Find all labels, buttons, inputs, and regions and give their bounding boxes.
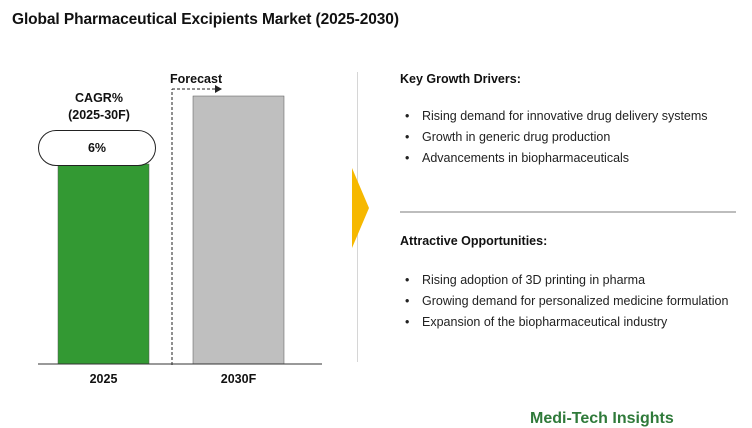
cagr-label: CAGR% (2025-30F) [50, 90, 148, 124]
driver-item: Advancements in biopharmaceuticals [400, 148, 740, 169]
cagr-label-line1: CAGR% [75, 91, 123, 105]
forecast-label: Forecast [170, 72, 223, 86]
cagr-value: 6% [87, 141, 107, 155]
driver-item: Growth in generic drug production [400, 127, 740, 148]
cagr-label-line2: (2025-30F) [68, 108, 130, 122]
chevron-right-icon [352, 168, 369, 248]
driver-item: Rising demand for innovative drug delive… [400, 106, 740, 127]
cagr-value-pill: 6% [38, 130, 156, 166]
x-tick-label: 2025 [90, 372, 118, 386]
opportunities-panel: Attractive Opportunities: Rising adoptio… [400, 234, 740, 333]
opportunity-item: Expansion of the biopharmaceutical indus… [400, 312, 740, 333]
bar-chart: 2025 2030F [38, 85, 322, 386]
opportunity-item: Rising adoption of 3D printing in pharma [400, 270, 740, 291]
forecast-arrow-head [215, 85, 222, 93]
horizontal-divider [400, 211, 736, 213]
drivers-title: Key Growth Drivers: [400, 72, 521, 86]
bar-2030f [192, 95, 285, 365]
opportunities-list: Rising adoption of 3D printing in pharma… [400, 270, 740, 333]
bar-2025 [57, 163, 150, 365]
opportunity-item: Growing demand for personalized medicine… [400, 291, 740, 312]
page-title: Global Pharmaceutical Excipients Market … [12, 11, 399, 28]
watermark-logo: Medi-Tech Insights [530, 410, 674, 427]
drivers-panel: Key Growth Drivers: Rising demand for in… [400, 72, 740, 169]
drivers-list: Rising demand for innovative drug delive… [400, 106, 740, 169]
opportunities-title: Attractive Opportunities: [400, 234, 548, 248]
x-tick-label: 2030F [221, 372, 257, 386]
